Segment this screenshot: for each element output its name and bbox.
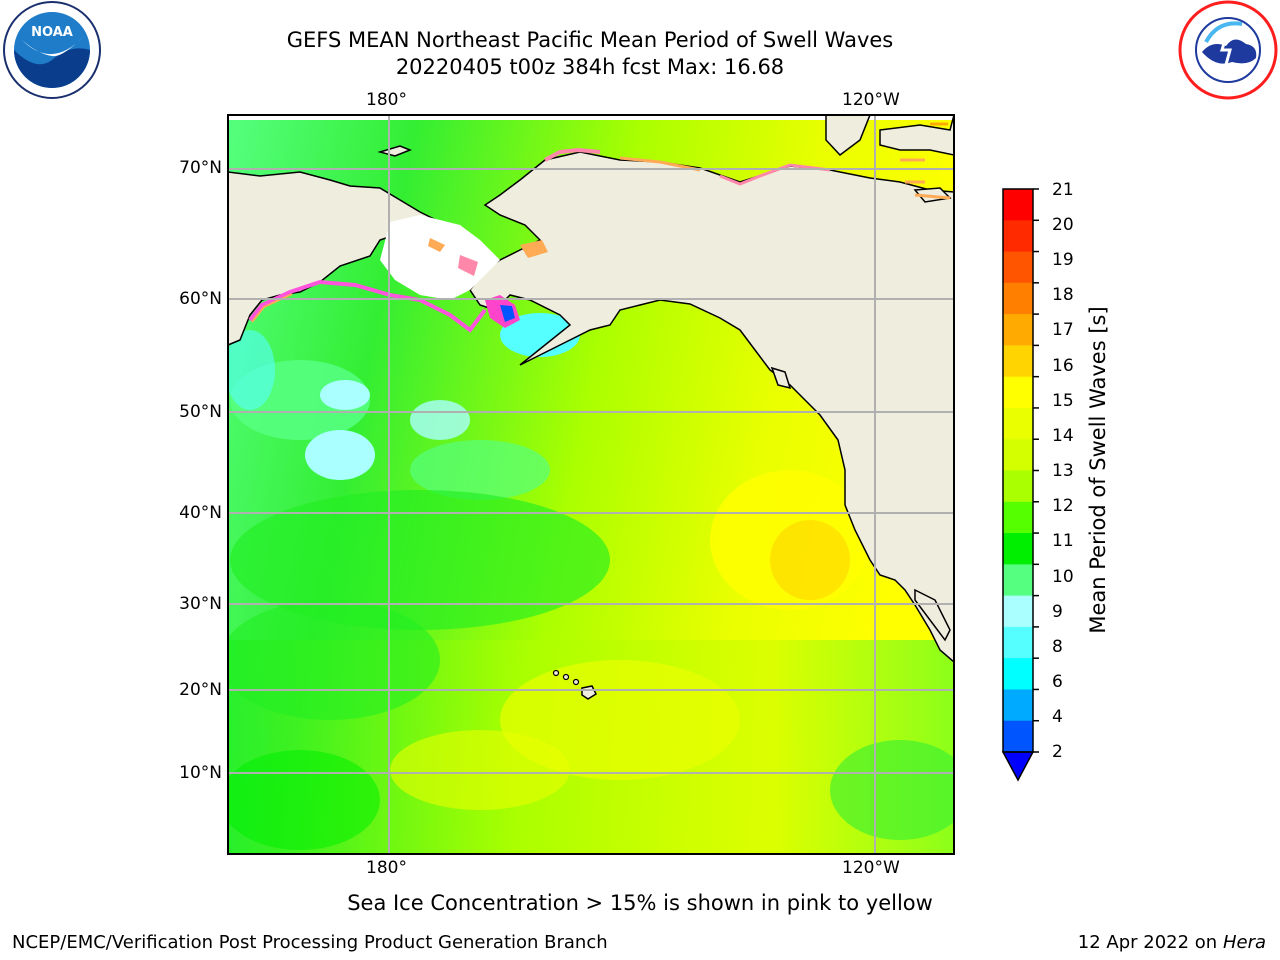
lon-label-top-180: 180° [366,90,407,110]
colorbar-tick: 17 [1052,320,1074,340]
colorbar [1001,188,1039,782]
lon-label-bottom-180: 180° [366,858,407,878]
colorbar-tick: 11 [1052,531,1074,551]
colorbar-tick: 21 [1052,180,1074,200]
colorbar-tick: 18 [1052,285,1074,305]
lat-label-70n: 70°N [179,158,222,178]
footer-date: 12 Apr 2022 on Hera [1077,932,1266,953]
colorbar-tick: 13 [1052,461,1074,481]
colorbar-segment [1003,626,1033,659]
colorbar-segment [1003,501,1033,534]
lat-label-20n: 20°N [179,680,222,700]
colorbar-tick: 20 [1052,215,1074,235]
colorbar-segment [1003,689,1033,722]
colorbar-segment [1003,470,1033,503]
colorbar-segment [1003,564,1033,597]
colorbar-tick: 8 [1052,637,1063,657]
sea-ice-caption: Sea Ice Concentration > 15% is shown in … [347,891,933,915]
colorbar-tick: 4 [1052,707,1063,727]
footer-credit: NCEP/EMC/Verification Post Processing Pr… [12,932,608,953]
colorbar-segment [1003,251,1033,284]
footer-host: Hera [1222,932,1266,953]
colorbar-segment [1003,189,1033,221]
colorbar-tick: 19 [1052,250,1074,270]
lon-label-bottom-120w: 120°W [842,858,900,878]
colorbar-segment [1003,376,1033,409]
colorbar-tick: 14 [1052,426,1074,446]
colorbar-segment [1003,345,1033,378]
colorbar-tick: 9 [1052,602,1063,622]
graticule [228,115,954,854]
lat-label-10n: 10°N [179,763,222,783]
chart-title: GEFS MEAN Northeast Pacific Mean Period … [286,28,894,52]
colorbar-segment [1003,407,1033,440]
lat-label-60n: 60°N [179,289,222,309]
colorbar-segment [1003,658,1033,690]
colorbar-segment [1003,220,1033,253]
colorbar-label: Mean Period of Swell Waves [s] [1086,306,1110,634]
colorbar-tick: 12 [1052,496,1074,516]
chart-subtitle: 20220405 t00z 384h fcst Max: 16.68 [395,55,785,79]
colorbar-segment [1003,282,1033,315]
colorbar-extend-arrow [1001,751,1035,782]
national-weather-service-logo-icon [1178,0,1278,100]
noaa-logo-icon: NOAA [3,1,101,99]
colorbar-tick: 10 [1052,567,1074,587]
lat-label-40n: 40°N [179,503,222,523]
svg-text:NOAA: NOAA [31,25,73,40]
colorbar-tick: 2 [1052,742,1063,762]
colorbar-tick: 15 [1052,391,1074,411]
colorbar-tick: 6 [1052,672,1063,692]
map-frame [227,114,955,855]
colorbar-segment [1003,720,1033,753]
lat-label-50n: 50°N [179,402,222,422]
colorbar-segment [1003,533,1033,565]
colorbar-segment [1003,314,1033,346]
lat-label-30n: 30°N [179,594,222,614]
land-alaska [469,151,954,663]
colorbar-segment [1003,439,1033,471]
colorbar-segment [1003,595,1033,628]
colorbar-tick: 16 [1052,356,1074,376]
lon-label-top-120w: 120°W [842,90,900,110]
